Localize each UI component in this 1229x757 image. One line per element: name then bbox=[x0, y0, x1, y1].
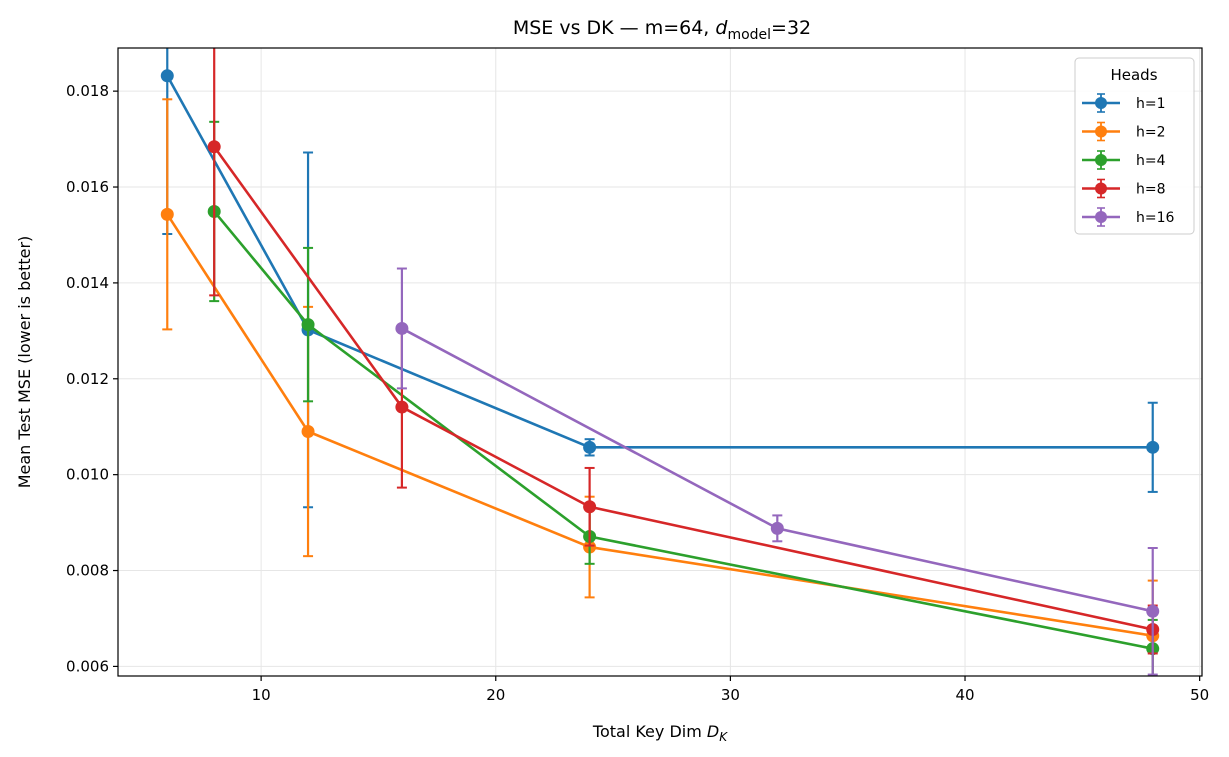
legend-entry-h1: h=1 bbox=[1082, 93, 1166, 113]
data-point bbox=[207, 140, 221, 154]
legend-entry-h8: h=8 bbox=[1082, 178, 1166, 199]
legend-label: h=4 bbox=[1136, 153, 1166, 169]
data-point bbox=[160, 69, 174, 83]
y-tick-label: 0.014 bbox=[66, 274, 109, 292]
y-axis-label: Mean Test MSE (lower is better) bbox=[15, 236, 34, 489]
series-line bbox=[213, 210, 1153, 650]
series-h2 bbox=[160, 98, 1160, 676]
x-tick-label: 50 bbox=[1190, 686, 1209, 704]
series-h4 bbox=[207, 120, 1160, 676]
data-point bbox=[160, 207, 174, 221]
y-tick-label: 0.008 bbox=[66, 562, 109, 580]
chart-title: MSE vs DK — m=64, dmodel=32 bbox=[513, 17, 811, 43]
data-point bbox=[395, 400, 409, 414]
legend-marker bbox=[1095, 154, 1107, 166]
series-line bbox=[166, 213, 1153, 638]
legend-entry-h2: h=2 bbox=[1082, 121, 1166, 142]
data-point bbox=[301, 425, 315, 439]
legend-marker bbox=[1095, 211, 1107, 223]
series-h16 bbox=[395, 267, 1160, 676]
y-tick-label: 0.018 bbox=[66, 82, 109, 100]
series-line bbox=[401, 327, 1154, 613]
legend-frame bbox=[1074, 57, 1195, 235]
data-point bbox=[301, 318, 315, 332]
plot-frame bbox=[117, 47, 1203, 677]
data-point bbox=[1146, 604, 1160, 618]
legend-entries: h=1 h=2 h=4 h=8 h=16 bbox=[1082, 93, 1175, 227]
data-point bbox=[395, 321, 409, 335]
legend-label: h=2 bbox=[1136, 125, 1166, 141]
x-axis-label: Total Key Dim DK bbox=[592, 722, 728, 744]
y-tick-label: 0.006 bbox=[66, 657, 109, 675]
series-line bbox=[166, 75, 1153, 449]
legend: Heads h=1 h=2 h=4 h=8 h=16 bbox=[1074, 57, 1195, 235]
x-tick-label: 20 bbox=[486, 686, 505, 704]
y-axis-ticks: 0.006 0.008 0.010 0.012 0.014 0.016 0.018 bbox=[66, 82, 118, 675]
series-line bbox=[213, 145, 1154, 631]
x-tick-label: 30 bbox=[721, 686, 740, 704]
legend-marker bbox=[1095, 182, 1107, 195]
legend-marker bbox=[1095, 97, 1107, 109]
grid bbox=[118, 48, 1202, 676]
legend-title: Heads bbox=[1110, 66, 1157, 84]
data-point bbox=[1146, 440, 1160, 454]
y-tick-label: 0.010 bbox=[66, 466, 109, 484]
legend-label: h=8 bbox=[1136, 182, 1166, 198]
legend-label: h=1 bbox=[1136, 96, 1166, 112]
legend-label: h=16 bbox=[1136, 210, 1175, 226]
x-tick-label: 10 bbox=[252, 686, 271, 704]
data-point bbox=[770, 521, 784, 535]
legend-marker bbox=[1095, 125, 1107, 138]
x-axis-ticks: 10 20 30 40 50 bbox=[252, 676, 1209, 704]
legend-entry-h16: h=16 bbox=[1082, 207, 1175, 227]
legend-entry-h4: h=4 bbox=[1082, 150, 1166, 170]
y-tick-label: 0.016 bbox=[66, 178, 109, 196]
x-tick-label: 40 bbox=[955, 686, 974, 704]
series-layer bbox=[160, 48, 1160, 676]
y-tick-label: 0.012 bbox=[66, 370, 109, 388]
data-point bbox=[583, 440, 597, 454]
data-point bbox=[583, 500, 597, 514]
